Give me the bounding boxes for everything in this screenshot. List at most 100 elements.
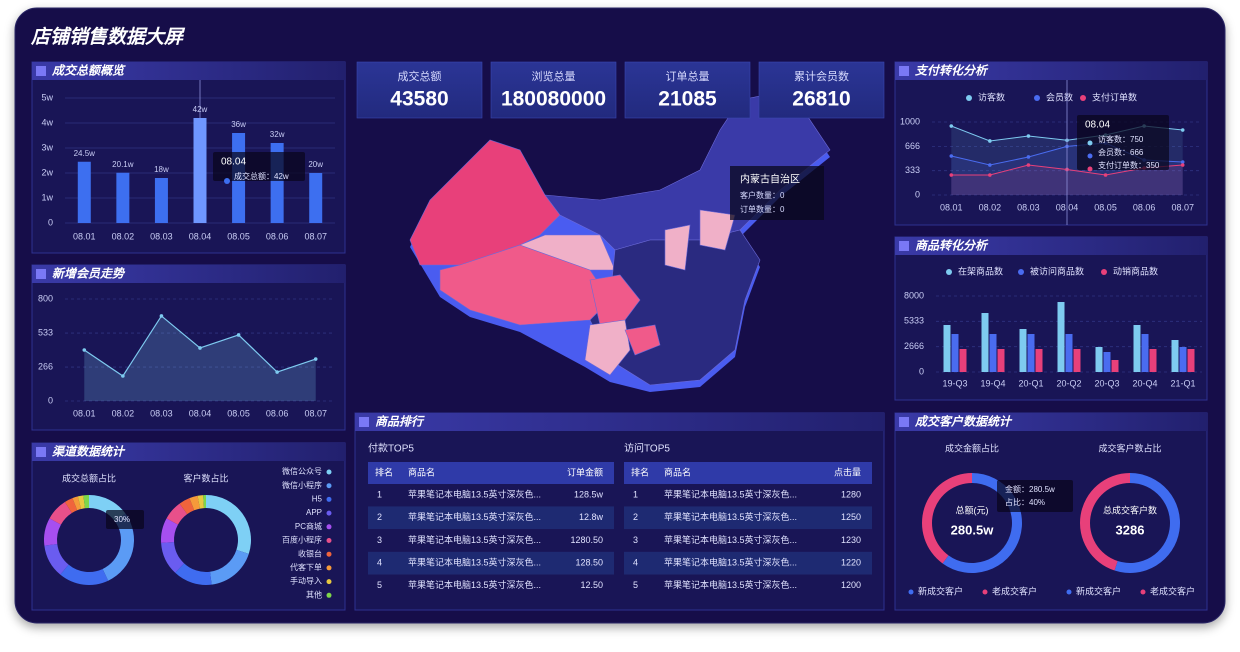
bar (1065, 334, 1073, 372)
bar (1035, 349, 1043, 372)
tooltip (106, 510, 144, 529)
x-tick-label: 20-Q1 (1018, 378, 1043, 388)
bar (193, 118, 207, 223)
legend-label: 微信小程序 (282, 480, 322, 490)
donut-segment (206, 495, 252, 554)
donut-segment (49, 502, 72, 525)
table-header (368, 462, 614, 484)
panel-header (32, 443, 345, 461)
table-cell: 4 (633, 557, 638, 567)
y-tick-label: 8000 (904, 290, 924, 300)
y-tick-label: 4w (41, 117, 53, 127)
x-tick-label: 21-Q1 (1170, 378, 1195, 388)
tooltip-dot (1087, 166, 1093, 172)
tooltip-dot (224, 178, 230, 184)
donut-segment (72, 496, 82, 511)
table-header (624, 462, 872, 484)
bar (981, 313, 989, 372)
point (1103, 173, 1108, 177)
table-cell: 苹果笔记本电脑13.5英寸深灰色... (408, 511, 541, 522)
table-caption: 访问TOP5 (624, 442, 670, 455)
bar (1149, 349, 1157, 372)
legend-label: 老成交客户 (1150, 585, 1195, 596)
legend-label: 微信公众号 (282, 466, 322, 476)
x-tick-label: 08.07 (304, 408, 327, 418)
donut-title: 客户数占比 (183, 472, 228, 483)
donut-center-value: 3286 (1116, 522, 1145, 537)
legend-dot (326, 483, 332, 489)
legend-dot (326, 496, 332, 502)
donut-segment (166, 503, 188, 525)
tooltip-text: 支付订单数：350 (1098, 160, 1160, 170)
donut-segment (161, 542, 185, 573)
legend-dot (326, 592, 332, 598)
donut-title: 成交金额占比 (945, 442, 999, 453)
x-tick-label: 08.03 (150, 408, 173, 418)
panel-header (355, 413, 884, 431)
legend-label: 手动导入 (290, 576, 322, 586)
bar (1073, 349, 1081, 372)
value-label: 36w (231, 120, 246, 129)
donut-segment (83, 495, 89, 509)
kpi-value: 43580 (390, 88, 448, 111)
x-tick-label: 08.02 (112, 231, 135, 241)
y-tick-label: 1w (41, 192, 53, 202)
point (1180, 128, 1185, 132)
point (198, 346, 202, 350)
donut-center-label: 总成交客户数 (1103, 504, 1157, 515)
tooltip-text: 会员数：666 (1098, 147, 1144, 157)
x-tick-label: 08.07 (1171, 202, 1194, 212)
table-row (624, 551, 872, 575)
table-cell: 1250 (841, 512, 861, 522)
column-header: 商品名 (408, 466, 435, 477)
table-cell: 2 (633, 512, 638, 522)
column-header: 订单金额 (567, 466, 603, 477)
panel-header (895, 413, 1207, 431)
legend-label: 动销商品数 (1113, 265, 1158, 276)
donut-segment (197, 495, 204, 509)
y-tick-label: 0 (48, 395, 53, 405)
table-cell: 128.50 (575, 557, 603, 567)
y-tick-label: 0 (915, 189, 920, 199)
donut-segment (64, 498, 78, 513)
bar (943, 325, 951, 372)
legend-label: 新成交客户 (918, 585, 963, 596)
table-row (368, 506, 614, 530)
x-tick-label: 08.04 (189, 408, 212, 418)
kpi-label: 成交总额 (398, 69, 442, 83)
bar (1171, 340, 1179, 372)
donut-segment (175, 563, 212, 586)
x-tick-label: 08.01 (73, 231, 96, 241)
y-tick-label: 5w (41, 92, 53, 102)
tooltip (213, 152, 305, 181)
tooltip-text: 金额：280.5w (1005, 484, 1055, 494)
bar (77, 161, 91, 223)
y-tick-label: 800 (38, 293, 53, 303)
kpi-label: 累计会员数 (794, 70, 849, 83)
donut-segment (44, 518, 61, 546)
x-tick-label: 08.05 (227, 408, 250, 418)
table-cell: 3 (633, 535, 638, 545)
kpi-value: 26810 (792, 88, 850, 111)
legend-dot (326, 524, 332, 530)
y-tick-label: 266 (38, 361, 53, 371)
bar (1095, 346, 1103, 372)
table-caption: 付款TOP5 (368, 442, 414, 455)
y-tick-label: 2666 (904, 341, 924, 351)
kpi-value: 180080000 (501, 88, 606, 111)
bar (997, 349, 1005, 372)
panel-title: 成交客户数据统计 (914, 415, 1013, 429)
panel-title: 新增会员走势 (52, 267, 126, 281)
kpi-card (490, 61, 617, 119)
table-cell: 12.50 (580, 580, 603, 590)
y-tick-label: 2w (41, 167, 53, 177)
x-tick-label: 08.06 (1133, 202, 1156, 212)
tooltip-dot (1087, 153, 1093, 159)
point (236, 333, 241, 337)
value-label: 20.1w (112, 160, 134, 169)
panel-title: 商品排行 (375, 415, 425, 429)
value-label: 42w (193, 105, 208, 114)
donut-segment (161, 518, 178, 543)
x-tick-label: 08.04 (189, 231, 212, 241)
x-tick-label: 08.06 (266, 408, 289, 418)
